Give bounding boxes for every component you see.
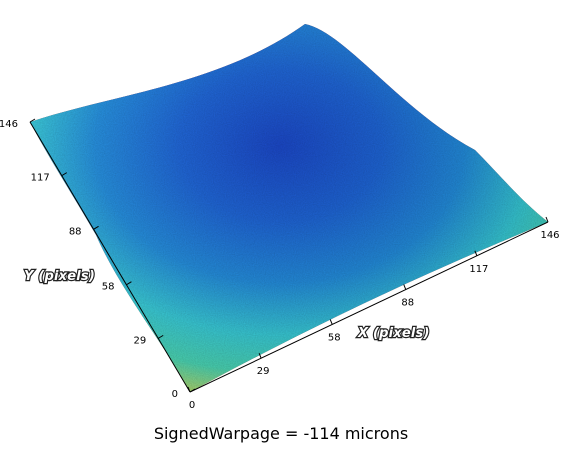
x-axis-tick-mark (329, 319, 333, 325)
x-axis-tick-mark (258, 353, 262, 359)
x-axis-tick-mark (545, 216, 549, 223)
y-axis-ticks: 0 29 58 88 117 146 (0, 118, 196, 400)
x-axis-tick-label: 88 (401, 298, 414, 309)
y-axis-tick-label: 88 (69, 226, 82, 237)
x-axis-tick-label: 146 (540, 230, 559, 241)
x-axis-label: X (pixels) (357, 326, 430, 341)
x-axis-line (189, 221, 549, 393)
x-axis-ticks: 0 29 58 88 117 146 (187, 216, 560, 411)
x-axis-tick-mark (187, 386, 191, 393)
warpage-surface (30, 24, 548, 392)
x-axis-tick-mark (403, 284, 407, 290)
y-axis-tick-label: 29 (133, 335, 146, 346)
x-axis-tick-mark (474, 250, 478, 256)
y-axis-line (29, 121, 191, 393)
y-axis-tick-mark (29, 118, 36, 123)
chart-caption: SignedWarpage = -114 microns (153, 424, 409, 443)
y-axis-tick-label: 117 (31, 173, 50, 184)
y-axis-tick-label: 146 (0, 119, 18, 130)
x-axis-tick-label: 0 (189, 400, 195, 411)
y-axis-tick-mark (93, 225, 99, 230)
y-axis-tick-mark (126, 281, 132, 286)
x-axis-tick-label: 117 (469, 264, 488, 275)
y-axis-tick-mark (189, 388, 196, 393)
y-axis-label: Y (pixels) (24, 269, 95, 284)
surface-plot: 0 29 58 88 117 146 0 29 58 88 117 146 Y (pixels) X… (0, 24, 560, 411)
y-axis-tick-label: 0 (172, 389, 178, 400)
x-axis-tick-label: 58 (328, 332, 341, 343)
axes (29, 121, 549, 393)
y-axis-tick-label: 58 (102, 282, 115, 293)
y-axis-tick-mark (61, 172, 68, 177)
x-axis-tick-label: 29 (257, 366, 270, 377)
y-axis-tick-mark (157, 334, 164, 339)
